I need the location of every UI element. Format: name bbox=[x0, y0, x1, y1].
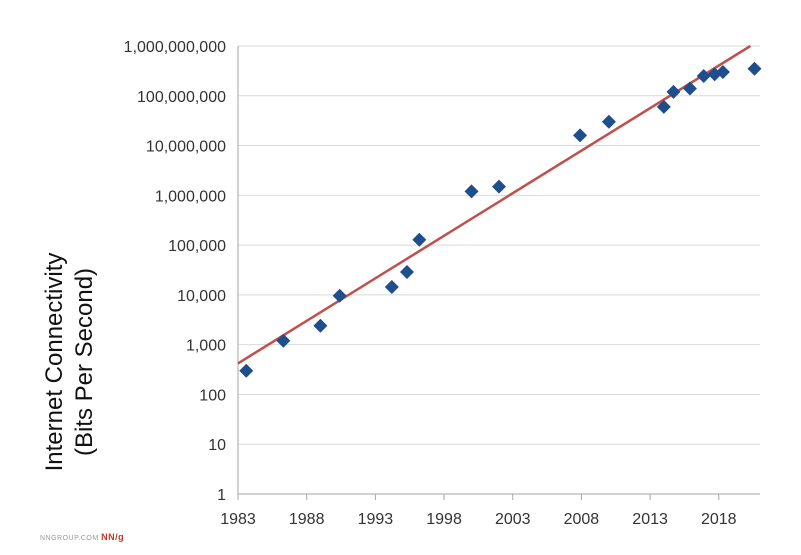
y-tick-label: 1 bbox=[217, 487, 226, 504]
x-tick-label: 1983 bbox=[220, 511, 256, 528]
y-tick-label: 10,000,000 bbox=[146, 139, 226, 156]
nngroup-logo-icon: NN/g bbox=[101, 532, 125, 542]
watermark-text: NNGROUP.COM bbox=[40, 535, 99, 542]
trendline bbox=[237, 44, 752, 365]
y-tick-label: 100,000 bbox=[168, 238, 226, 255]
x-tick-label: 1993 bbox=[358, 511, 394, 528]
y-axis-title-line1: Internet Connectivity bbox=[41, 253, 68, 472]
y-tick-label: 1,000 bbox=[186, 338, 226, 355]
data-point bbox=[573, 128, 588, 143]
data-point bbox=[656, 99, 671, 114]
data-point bbox=[666, 84, 681, 99]
trendline-group bbox=[237, 44, 752, 365]
x-tick-labels: 1983 1988 1993 1998 2003 2008 2013 2018 bbox=[220, 511, 736, 528]
x-tick-label: 2018 bbox=[701, 511, 737, 528]
data-point bbox=[313, 318, 328, 333]
y-tick-label: 1,000,000 bbox=[155, 188, 226, 205]
axes bbox=[237, 46, 760, 500]
y-axis-title-line2: (Bits Per Second) bbox=[71, 268, 98, 456]
data-point bbox=[747, 61, 762, 76]
data-point bbox=[384, 280, 399, 295]
y-tick-label: 100 bbox=[199, 387, 226, 404]
data-point bbox=[399, 265, 414, 280]
x-tick-label: 2008 bbox=[564, 511, 600, 528]
data-point bbox=[332, 288, 347, 303]
data-point bbox=[412, 232, 427, 247]
y-tick-label: 10,000 bbox=[177, 288, 226, 305]
data-point bbox=[492, 179, 506, 194]
y-tick-labels: 1 10 100 1,000 10,000 100,000 1,000,000 10,000,… bbox=[124, 39, 226, 504]
data-point bbox=[715, 65, 730, 80]
data-point bbox=[601, 114, 616, 129]
y-tick-label: 1,000,000,000 bbox=[124, 39, 226, 56]
x-tick-label: 1988 bbox=[289, 511, 325, 528]
data-points bbox=[239, 61, 762, 378]
data-point bbox=[696, 68, 711, 83]
data-point bbox=[464, 184, 479, 199]
data-point bbox=[276, 333, 291, 348]
gridlines bbox=[238, 45, 760, 445]
data-point bbox=[682, 81, 697, 96]
x-tick-label: 1998 bbox=[426, 511, 462, 528]
y-tick-label: 100,000,000 bbox=[137, 89, 226, 106]
data-point bbox=[239, 363, 254, 378]
x-tick-label: 2003 bbox=[495, 511, 531, 528]
y-tick-label: 10 bbox=[208, 437, 226, 454]
watermark: NNGROUP.COM NN/g bbox=[40, 532, 124, 542]
x-tick-label: 2013 bbox=[632, 511, 668, 528]
